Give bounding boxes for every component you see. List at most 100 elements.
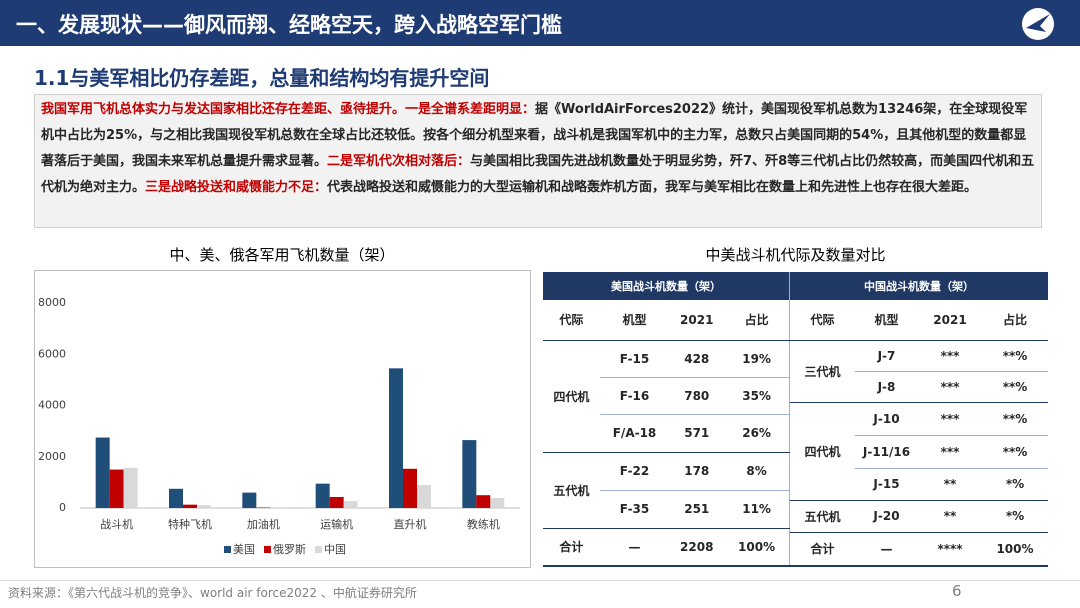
table-cell: F/A-18: [599, 414, 670, 453]
data-table: 中国战斗机数量（架） 代际 机型 2021 占比 三代机 J-7 *** **% J-8 *** **…: [790, 272, 1048, 567]
column-header-row: 代际 机型 2021 占比: [543, 300, 790, 341]
footer-rule: [0, 580, 1080, 581]
text-run: 三是战略投送和威慑能力不足：: [145, 180, 328, 195]
legend-label: 美国: [233, 543, 255, 556]
total-cell: —: [855, 532, 918, 567]
table-cell: 178: [669, 452, 725, 491]
table-cell: ***: [918, 371, 982, 403]
column-header: 代际: [543, 300, 600, 341]
table-cell: F-16: [599, 377, 670, 415]
y-tick-label: 4000: [38, 399, 66, 412]
bar: [183, 504, 197, 508]
table-row: J-15 ** *%: [790, 468, 1048, 501]
bar: [109, 469, 124, 508]
table-row: F-16 780 35%: [543, 377, 790, 415]
table-cell: ***: [918, 435, 982, 469]
y-tick-label: 8000: [38, 296, 66, 309]
total-row: 合计 —2208 100%: [543, 528, 790, 567]
table-cell: *%: [982, 500, 1048, 533]
table-cell: *%: [982, 468, 1048, 501]
table-cell: J-8: [855, 371, 918, 403]
table-cell: **%: [982, 402, 1048, 436]
bar: [343, 501, 358, 508]
column-header: 2021: [669, 300, 725, 341]
header-title: 一、发展现状——御风而翔、经略空天，跨入战略空军门槛: [16, 13, 562, 37]
table-cell: 35%: [724, 377, 790, 415]
table-cell: 26%: [724, 414, 790, 453]
table-cell: F-15: [599, 340, 670, 378]
column-header: 机型: [855, 300, 918, 341]
text-run: 代表战略投送和威慑能力的大型运输机和战略轰炸机方面，我军与美军相比在数量上和先进…: [327, 180, 978, 195]
generation-cell: 四代机: [790, 402, 855, 501]
x-tick-label: 加油机: [247, 517, 280, 531]
table-cell: 571: [669, 414, 725, 453]
text-run: 与美国相比我国先进战机数量处于明显劣势，歼7、歼8等三代机占比仍然较高，而美国四…: [41, 154, 1035, 195]
bar: [123, 467, 138, 508]
generation-cell: 四代机: [543, 340, 600, 453]
table-cell: **%: [982, 340, 1048, 372]
table-cell: J-10: [855, 402, 918, 436]
bar: [242, 492, 257, 508]
bar: [95, 437, 110, 508]
x-tick-label: 教练机: [467, 517, 500, 531]
table-cell: **: [918, 468, 982, 501]
y-tick-label: 0: [59, 501, 66, 514]
header-bar: 一、发展现状——御风而翔、经略空天，跨入战略空军门槛: [0, 0, 1080, 46]
table-title-row: 美国战斗机数量（架）: [543, 272, 790, 300]
x-tick-label: 直升机: [394, 517, 427, 531]
source-note: 资料来源：《第六代战斗机的竞争》、world air force2022 、中航…: [8, 586, 417, 600]
generation-cell: 五代机: [543, 452, 600, 529]
table-cell: **%: [982, 371, 1048, 403]
y-tick-label: 6000: [38, 347, 66, 360]
generation-cell: 五代机: [790, 500, 855, 533]
total-cell: 合计: [543, 528, 600, 567]
total-cell: 100%: [724, 528, 790, 567]
table-row: 三代机 J-7 *** **%: [790, 340, 1048, 403]
total-cell: 2208: [669, 528, 725, 567]
total-cell: ****: [918, 532, 982, 567]
chart-title: 中、美、俄各军用飞机数量（架）: [169, 246, 395, 264]
bar: [403, 468, 417, 508]
text-run: 据《WorldAirForces2022》统计，美国现役军机总数为13246架，…: [41, 102, 1028, 169]
table-row: 四代机 F-15 428 19%: [543, 340, 790, 453]
x-tick-label: 运输机: [320, 517, 353, 531]
bar: [256, 507, 271, 508]
legend-label: 中国: [324, 543, 346, 556]
table-cell: F-22: [599, 452, 670, 491]
subtitle: 1.1与美军相比仍存差距，总量和结构均有提升空间: [34, 66, 490, 90]
generation-cell: 三代机: [790, 340, 855, 403]
legend-swatch: [264, 546, 271, 553]
legend-swatch: [224, 546, 231, 553]
table-row: F/A-18 571 26%: [543, 414, 790, 453]
table-cell: 428: [669, 340, 725, 378]
y-tick-label: 2000: [38, 450, 66, 463]
table-cell: J-7: [855, 340, 918, 372]
table-title: 中美战斗机代际及数量对比: [705, 246, 886, 264]
table-cell: J-11/16: [855, 435, 918, 469]
table-cell: **%: [982, 435, 1048, 469]
bar: [462, 440, 477, 508]
summary-paragraph: 我国军用飞机总体实力与发达国家相比还存在差距、亟待提升。一是全谱系差距明显：据《…: [34, 94, 1042, 228]
total-cell: —: [599, 528, 670, 567]
legend-swatch: [315, 546, 322, 553]
legend-label: 俄罗斯: [273, 543, 306, 556]
x-tick-label: 战斗机: [100, 517, 133, 531]
table-cell: 8%: [724, 452, 790, 491]
bar: [329, 496, 344, 508]
table-side-title: 美国战斗机数量（架）: [543, 272, 790, 300]
table-cell: **: [918, 500, 982, 533]
page-number: 6: [952, 582, 962, 600]
data-table: 美国战斗机数量（架） 代际 机型 2021 占比 四代机 F-15 428 19% F-16 780…: [543, 272, 790, 567]
table-row: 五代机 F-22 178 8%: [543, 452, 790, 529]
table-cell: ***: [918, 340, 982, 372]
x-tick-label: 特种飞机: [168, 517, 212, 531]
bar: [417, 484, 431, 508]
table-cell: 19%: [724, 340, 790, 378]
logo: [1022, 8, 1054, 40]
table-row: 四代机 J-10 *** **%: [790, 402, 1048, 501]
table-cell: J-15: [855, 468, 918, 501]
column-header: 机型: [599, 300, 670, 341]
table-side-title: 中国战斗机数量（架）: [790, 272, 1048, 300]
